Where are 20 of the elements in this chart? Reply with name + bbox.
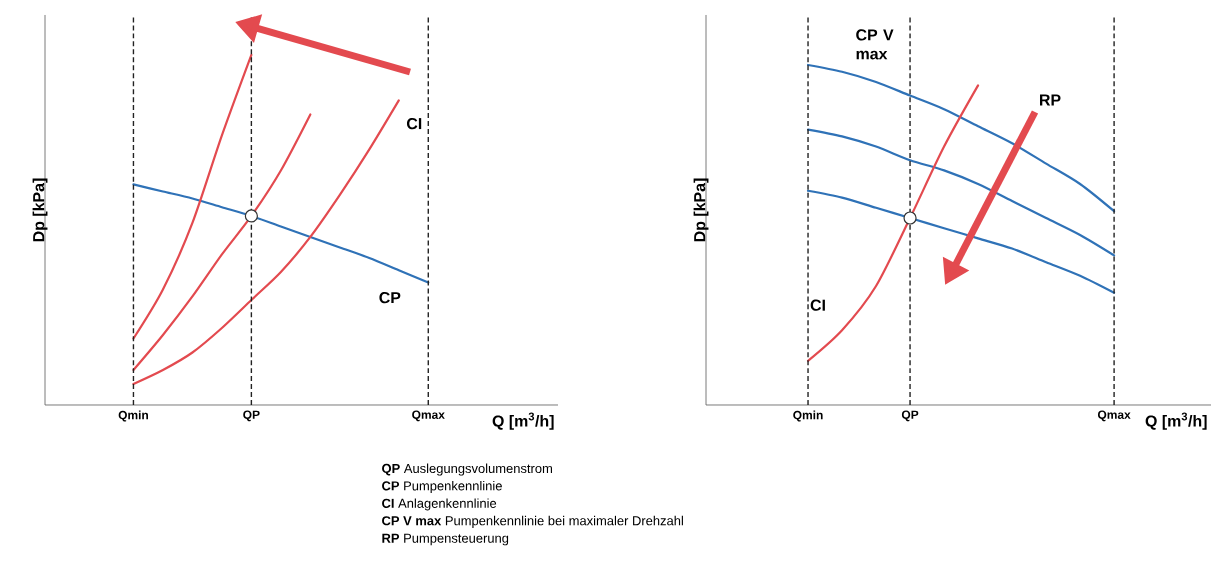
series-label: CI [810,299,825,311]
annotation: RP [1040,94,1061,106]
y-axis-title: Dp [kPa] [693,178,709,242]
x-tick-label: Qmin [118,410,148,422]
x-tick-label: Qmax [412,410,445,422]
text: RP Pumpensteuerung [382,533,509,546]
x-tick-label: QP [901,410,919,422]
series-label: CP V max [856,29,894,60]
text: CP Pumpenkennlinie [382,480,502,494]
x-tick-label: QP [243,410,260,422]
series-label: CP [379,291,401,304]
y-axis-title: Dp [kPa] [32,178,48,242]
x-tick-label: Qmin [793,410,823,422]
series-label: CI [406,117,422,130]
x-axis-title: Q [m$^{3}$/h] [1145,412,1207,430]
text: CI Anlagenkennlinie [382,498,497,511]
x-axis-title: Q [m$^{3}$/h] [492,412,554,430]
text: QP Auslegungsvolumenstrom [382,463,552,476]
text: CP V max Pumpenkennlinie bei maximaler Drehzahl [382,515,683,528]
x-tick-label: Qmax [1097,410,1131,422]
